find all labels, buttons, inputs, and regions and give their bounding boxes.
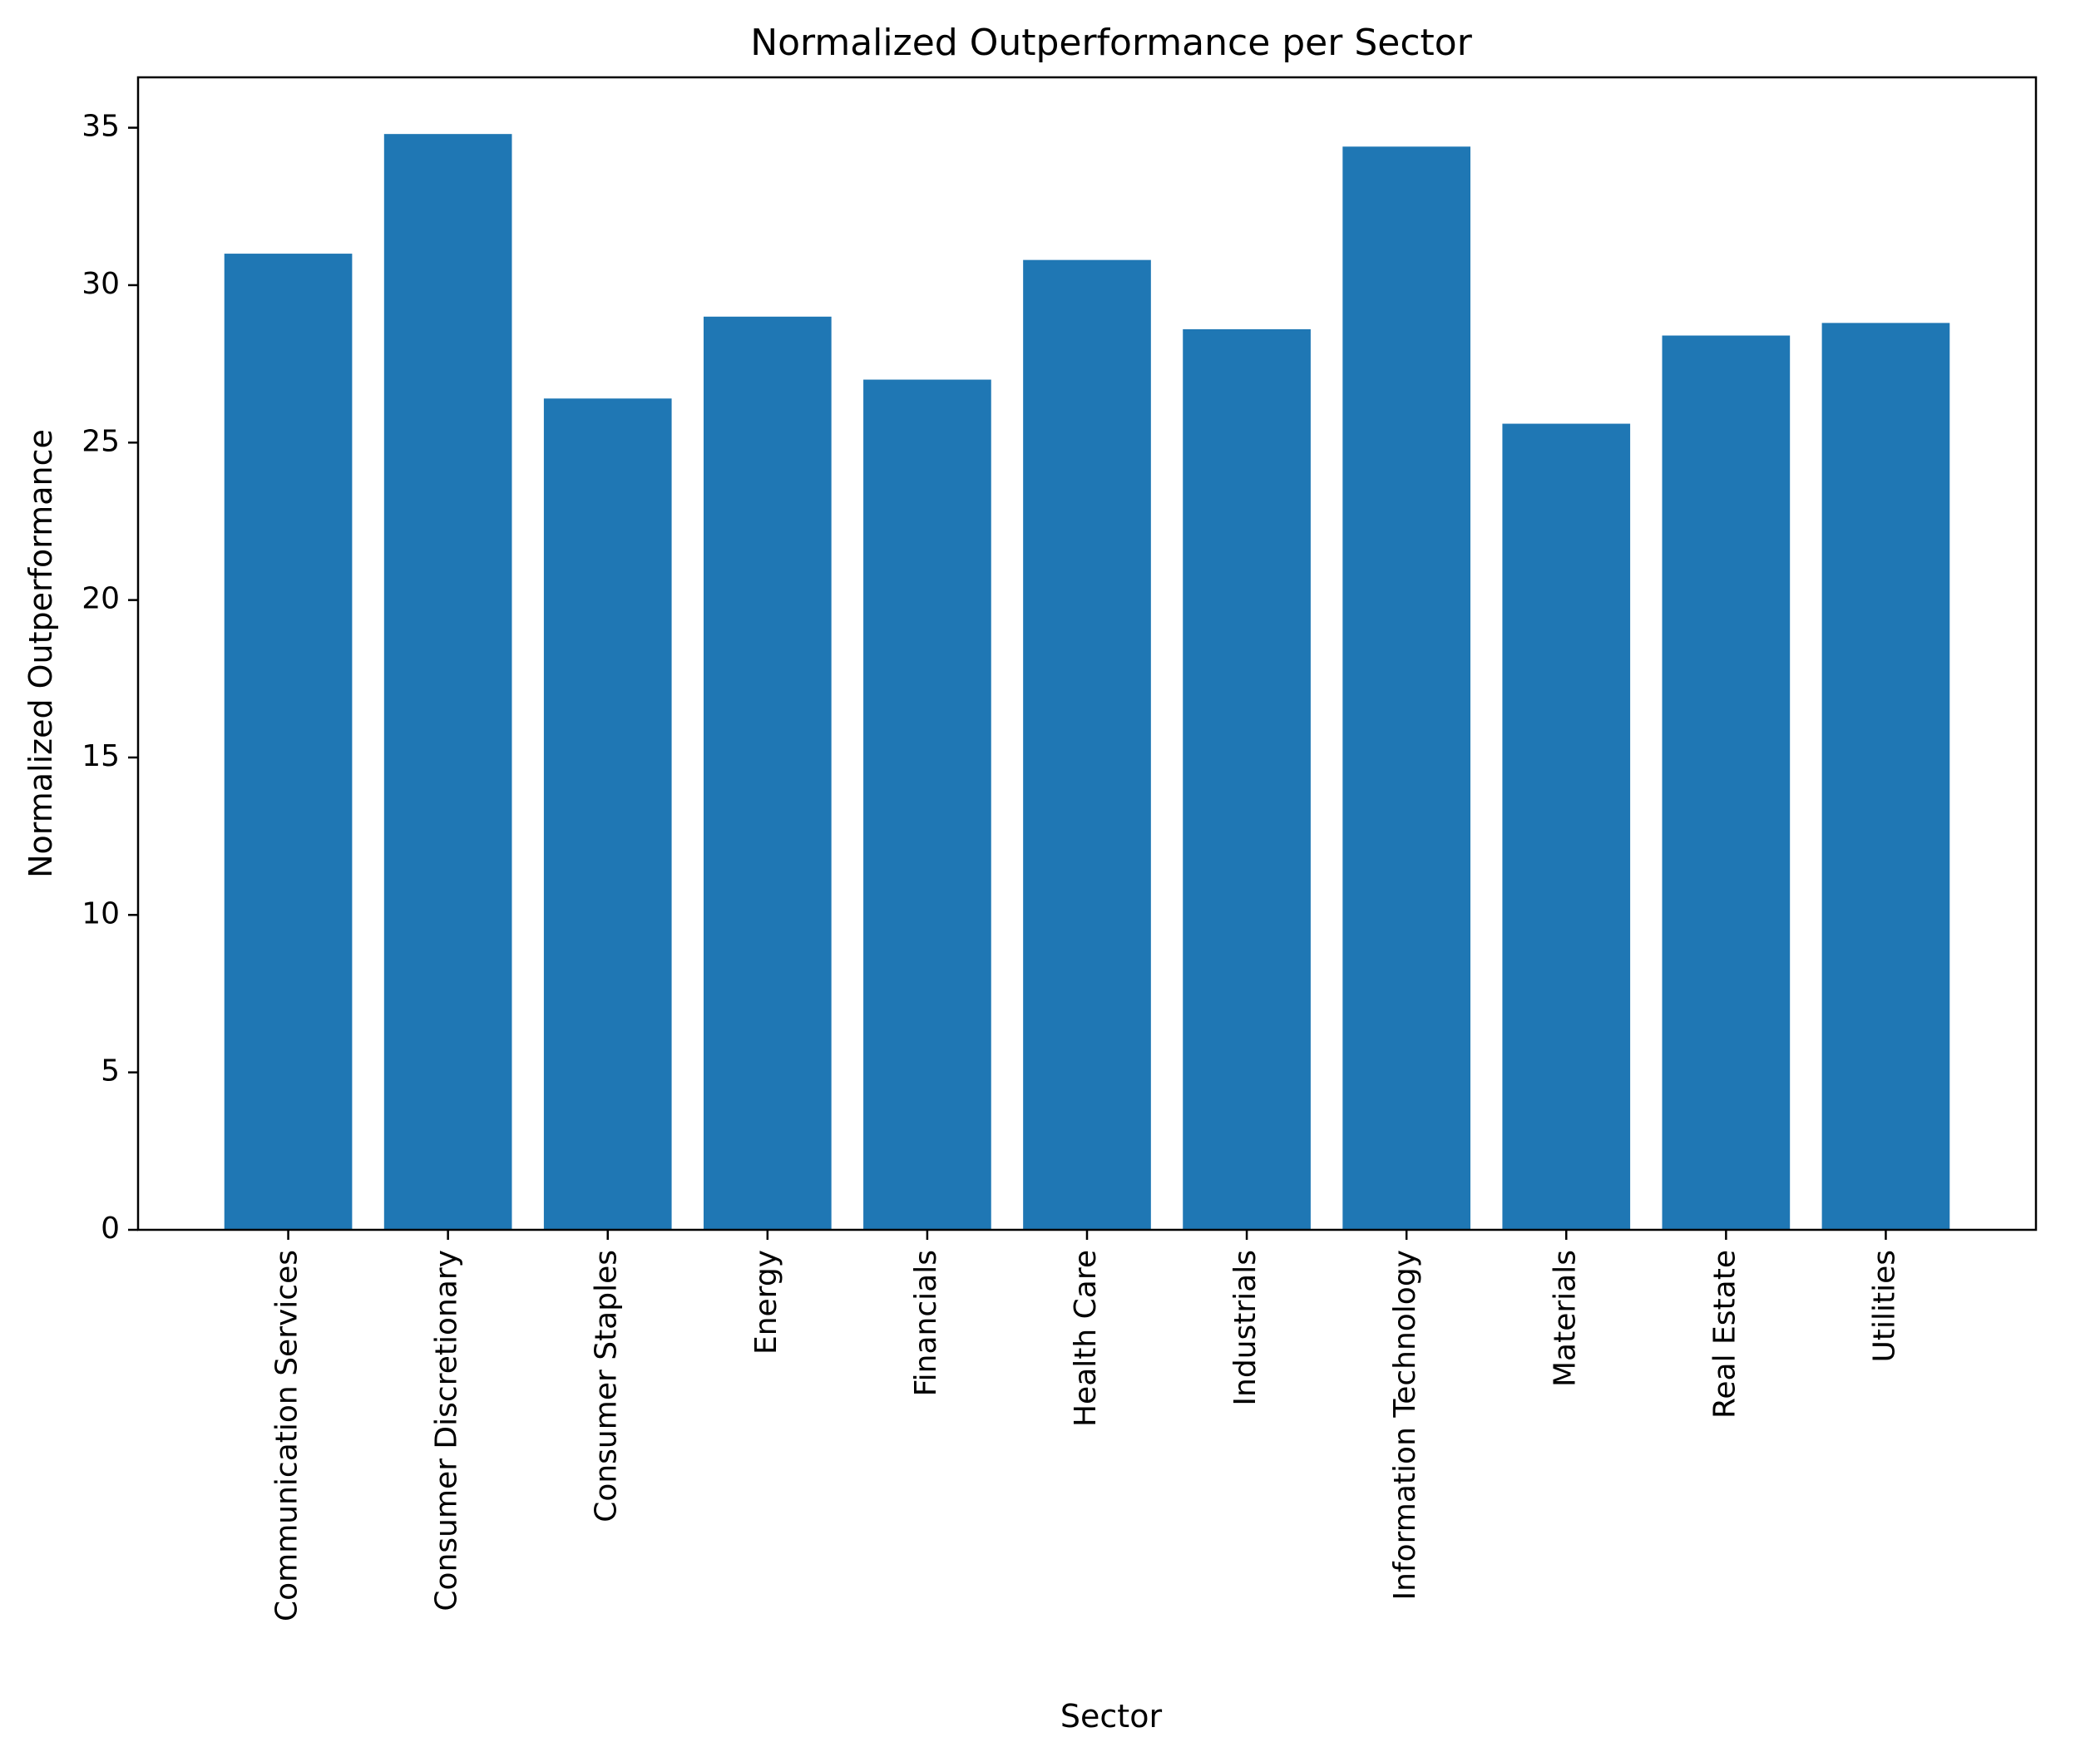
bar-utilities [1821,323,1950,1230]
y-tick-label: 35 [82,110,120,144]
x-tick-label: Utilities [1867,1250,1901,1363]
x-tick-label: Consumer Discretionary [430,1250,464,1611]
x-tick-label: Real Estate [1707,1250,1742,1419]
bar-health-care [1023,259,1151,1230]
chart-title: Normalized Outperformance per Sector [750,22,1472,64]
x-axis-label: Sector [1060,1698,1163,1735]
x-axis: Communication Services Consumer Discretio… [270,1230,1901,1621]
bar-consumer-staples [543,398,672,1230]
x-tick-label: Health Care [1069,1250,1103,1427]
x-tick-label: Financials [909,1250,943,1396]
bar-industrials [1183,328,1311,1230]
bar-real-estate [1662,335,1791,1230]
bar-communication-services [224,254,353,1231]
y-axis-label: Normalized Outperformance [22,429,59,878]
bar-consumer-discretionary [383,134,512,1230]
bar-financials [863,379,991,1230]
x-tick-label: Information Technology [1388,1250,1422,1601]
y-tick-label: 15 [82,739,120,773]
x-tick-label: Consumer Staples [590,1250,624,1523]
bar-energy [703,316,832,1231]
plot-frame [136,76,2038,1231]
y-tick-label: 0 [101,1212,120,1246]
y-tick-label: 20 [82,582,120,616]
y-axis: 0 5 10 15 20 25 30 35 [82,110,138,1246]
bar-information-technology [1342,146,1471,1230]
x-tick-label: Materials [1548,1250,1582,1387]
y-tick-label: 25 [82,424,120,458]
bars-layer [224,134,1950,1231]
x-tick-label: Energy [749,1250,783,1355]
x-tick-label: Industrials [1228,1250,1262,1406]
y-tick-label: 30 [82,267,120,301]
bar-materials [1502,423,1631,1230]
x-tick-label: Communication Services [270,1250,304,1621]
y-tick-label: 10 [82,896,120,930]
y-tick-label: 5 [101,1054,120,1088]
